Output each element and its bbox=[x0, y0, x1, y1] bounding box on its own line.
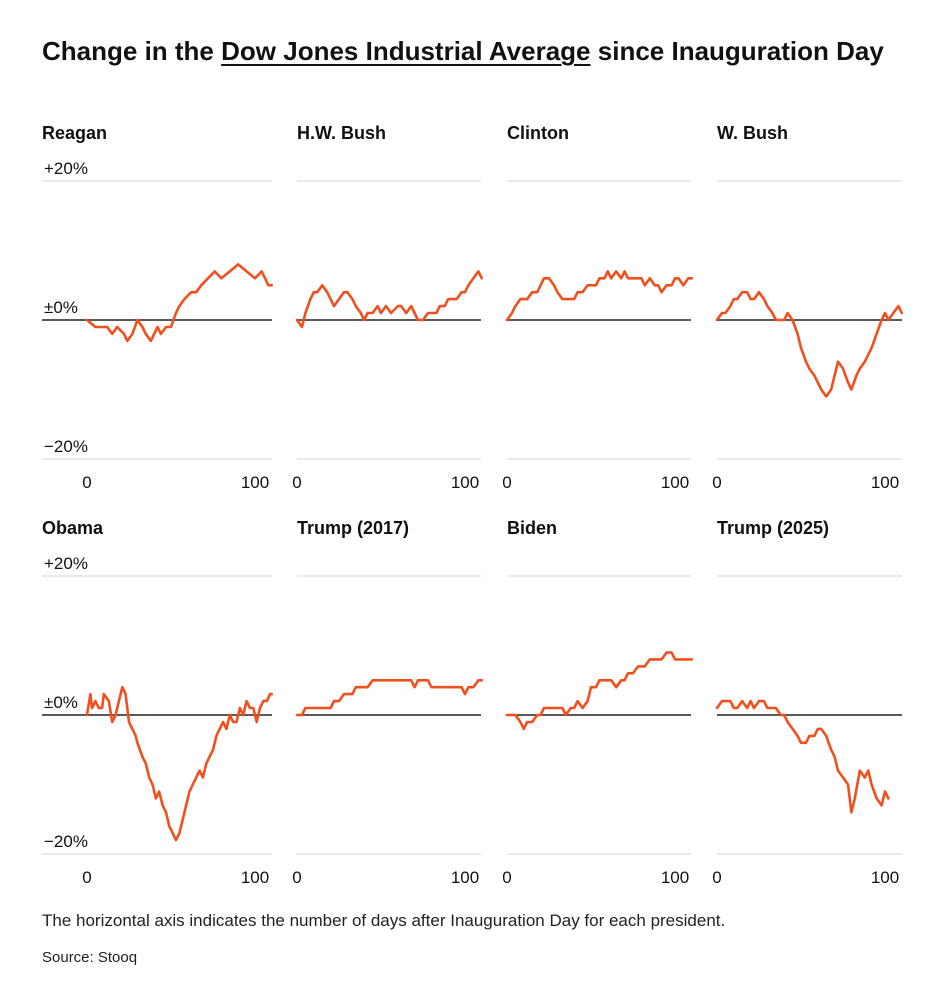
x-tick-label: 0 bbox=[82, 868, 91, 887]
title-link-dow-jones[interactable]: Dow Jones Industrial Average bbox=[221, 36, 591, 66]
series-line bbox=[295, 270, 484, 329]
series-line bbox=[505, 270, 694, 322]
y-tick-label: −20% bbox=[44, 832, 88, 851]
x-tick-label: 100 bbox=[661, 868, 689, 887]
x-tick-label: 0 bbox=[292, 868, 301, 887]
series-line bbox=[715, 290, 904, 398]
x-tick-label: 100 bbox=[661, 473, 689, 492]
x-tick-label: 100 bbox=[871, 473, 899, 492]
panel-title: Biden bbox=[507, 518, 557, 538]
series-line bbox=[85, 685, 274, 842]
title-before: Change in the bbox=[42, 36, 222, 66]
x-tick-label: 0 bbox=[82, 473, 91, 492]
panel-title: Trump (2017) bbox=[297, 518, 409, 538]
x-tick-label: 100 bbox=[241, 473, 269, 492]
y-tick-label: ±0% bbox=[44, 298, 78, 317]
x-tick-label: 100 bbox=[451, 473, 479, 492]
series-line bbox=[505, 651, 694, 731]
y-tick-label: −20% bbox=[44, 437, 88, 456]
x-tick-label: 100 bbox=[451, 868, 479, 887]
x-tick-label: 100 bbox=[871, 868, 899, 887]
chart-title: Change in the Dow Jones Industrial Avera… bbox=[42, 34, 922, 68]
y-tick-label: +20% bbox=[44, 554, 88, 573]
series-line bbox=[715, 699, 890, 814]
axis-note: The horizontal axis indicates the number… bbox=[42, 911, 726, 930]
x-tick-label: 0 bbox=[502, 473, 511, 492]
x-tick-label: 0 bbox=[712, 473, 721, 492]
panel-title: Clinton bbox=[507, 123, 569, 143]
x-tick-label: 0 bbox=[292, 473, 301, 492]
panel-title: H.W. Bush bbox=[297, 123, 386, 143]
panel-title: Trump (2025) bbox=[717, 518, 829, 538]
panel-title: W. Bush bbox=[717, 123, 788, 143]
small-multiples-chart: Reagan +20% ±0% −20% 0 100 H.W. Bush 0 100 Clinto… bbox=[42, 123, 904, 887]
series-line bbox=[85, 263, 274, 343]
x-tick-label: 0 bbox=[712, 868, 721, 887]
source-note: Source: Stooq bbox=[42, 949, 138, 966]
x-tick-label: 100 bbox=[241, 868, 269, 887]
series-line bbox=[295, 678, 484, 717]
y-tick-label: ±0% bbox=[44, 693, 78, 712]
panel-title: Reagan bbox=[42, 123, 107, 143]
title-after: since Inauguration Day bbox=[590, 36, 884, 66]
panel-title: Obama bbox=[42, 518, 104, 538]
x-tick-label: 0 bbox=[502, 868, 511, 887]
y-tick-label: +20% bbox=[44, 159, 88, 178]
